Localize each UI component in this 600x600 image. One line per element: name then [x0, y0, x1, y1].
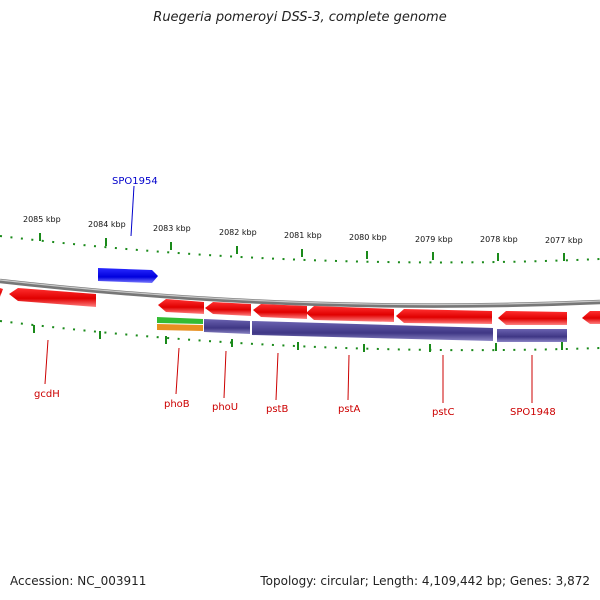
gene-label-phoU[interactable]: phoU — [212, 402, 238, 413]
scale-label: 2084 kbp — [88, 220, 126, 229]
scale-label: 2079 kbp — [415, 235, 453, 244]
gene-SPO1948[interactable] — [498, 311, 567, 325]
feature-green[interactable] — [157, 317, 203, 324]
gene-gcdH[interactable] — [9, 288, 96, 307]
reverse-genes — [0, 288, 600, 325]
gene-phoB[interactable] — [158, 299, 204, 314]
scale-label: 2082 kbp — [219, 228, 257, 237]
gene-label-gcdH[interactable]: gcdH — [34, 389, 60, 400]
gene-pstA[interactable] — [306, 306, 394, 322]
gene-partial-right[interactable] — [582, 311, 600, 324]
gene-label-phoB[interactable]: phoB — [164, 399, 190, 410]
scale-label: 2077 kbp — [545, 236, 583, 245]
gene-pstB[interactable] — [253, 304, 307, 319]
cds-feature[interactable] — [204, 319, 250, 334]
gene-SPO1954[interactable] — [98, 268, 158, 283]
scale-labels: 2085 kbp 2084 kbp 2083 kbp 2082 kbp 2081… — [23, 215, 583, 245]
gene-labels: SPO1954 gcdH phoB phoU pstB pstA pstC SP… — [34, 176, 556, 418]
gene-label-pstA[interactable]: pstA — [338, 404, 360, 415]
gene-label-pstC[interactable]: pstC — [432, 407, 454, 418]
gene-phoU[interactable] — [205, 302, 251, 316]
gene-pstC[interactable] — [396, 309, 492, 324]
map-title: Ruegeria pomeroyi DSS-3, complete genome — [153, 10, 447, 25]
cds-feature[interactable] — [497, 329, 567, 342]
scale-label: 2085 kbp — [23, 215, 61, 224]
scale-label: 2078 kbp — [480, 235, 518, 244]
gene-label-SPO1948[interactable]: SPO1948 — [510, 407, 556, 418]
scale-label: 2081 kbp — [284, 231, 322, 240]
gene-label-SPO1954[interactable]: SPO1954 — [112, 176, 158, 187]
genome-backbone — [0, 278, 600, 308]
gene-label-pstB[interactable]: pstB — [266, 404, 288, 415]
feature-bands — [157, 317, 567, 342]
cds-feature[interactable] — [252, 321, 493, 341]
topology-text: Topology: circular; Length: 4,109,442 bp… — [260, 574, 590, 588]
accession-text: Accession: NC_003911 — [10, 574, 147, 588]
outer-scale-ticks — [0, 233, 600, 264]
leader-lines — [44, 185, 533, 403]
gene-partial-left[interactable] — [0, 288, 3, 297]
inner-scale-ticks — [0, 320, 600, 352]
scale-label: 2083 kbp — [153, 224, 191, 233]
scale-label: 2080 kbp — [349, 233, 387, 242]
feature-orange[interactable] — [157, 324, 203, 331]
